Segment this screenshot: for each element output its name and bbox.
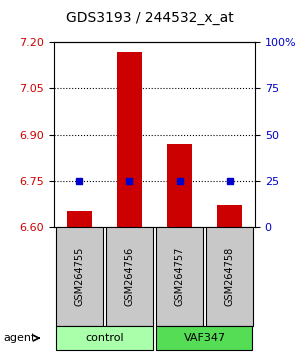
Text: GSM264755: GSM264755	[74, 246, 84, 306]
Bar	[117, 52, 142, 227]
Text: control: control	[85, 333, 124, 343]
Text: GSM264757: GSM264757	[175, 246, 184, 306]
Text: VAF347: VAF347	[184, 333, 226, 343]
Bar	[67, 211, 92, 227]
Text: GSM264756: GSM264756	[124, 246, 134, 306]
Text: agent: agent	[3, 333, 35, 343]
Bar	[167, 144, 192, 227]
Text: GDS3193 / 244532_x_at: GDS3193 / 244532_x_at	[66, 11, 234, 25]
Bar	[217, 205, 242, 227]
Text: GSM264758: GSM264758	[225, 246, 235, 306]
